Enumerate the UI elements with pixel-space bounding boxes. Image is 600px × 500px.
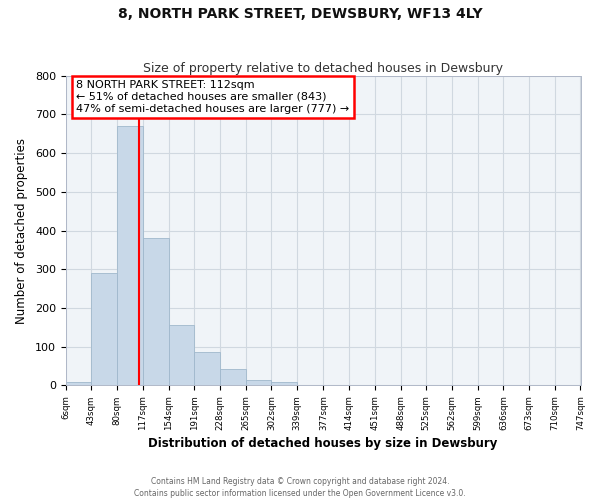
Bar — [143, 238, 169, 386]
Bar — [271, 382, 297, 386]
Bar — [91, 273, 117, 386]
Bar — [220, 369, 245, 386]
Title: Size of property relative to detached houses in Dewsbury: Size of property relative to detached ho… — [143, 62, 503, 74]
Text: Contains HM Land Registry data © Crown copyright and database right 2024.
Contai: Contains HM Land Registry data © Crown c… — [134, 476, 466, 498]
Bar — [117, 126, 143, 386]
Bar — [245, 380, 271, 386]
Bar — [66, 382, 91, 386]
Bar — [194, 352, 220, 386]
Y-axis label: Number of detached properties: Number of detached properties — [15, 138, 28, 324]
Text: 8, NORTH PARK STREET, DEWSBURY, WF13 4LY: 8, NORTH PARK STREET, DEWSBURY, WF13 4LY — [118, 8, 482, 22]
Bar — [169, 326, 194, 386]
X-axis label: Distribution of detached houses by size in Dewsbury: Distribution of detached houses by size … — [148, 437, 498, 450]
Text: 8 NORTH PARK STREET: 112sqm
← 51% of detached houses are smaller (843)
47% of se: 8 NORTH PARK STREET: 112sqm ← 51% of det… — [76, 80, 349, 114]
